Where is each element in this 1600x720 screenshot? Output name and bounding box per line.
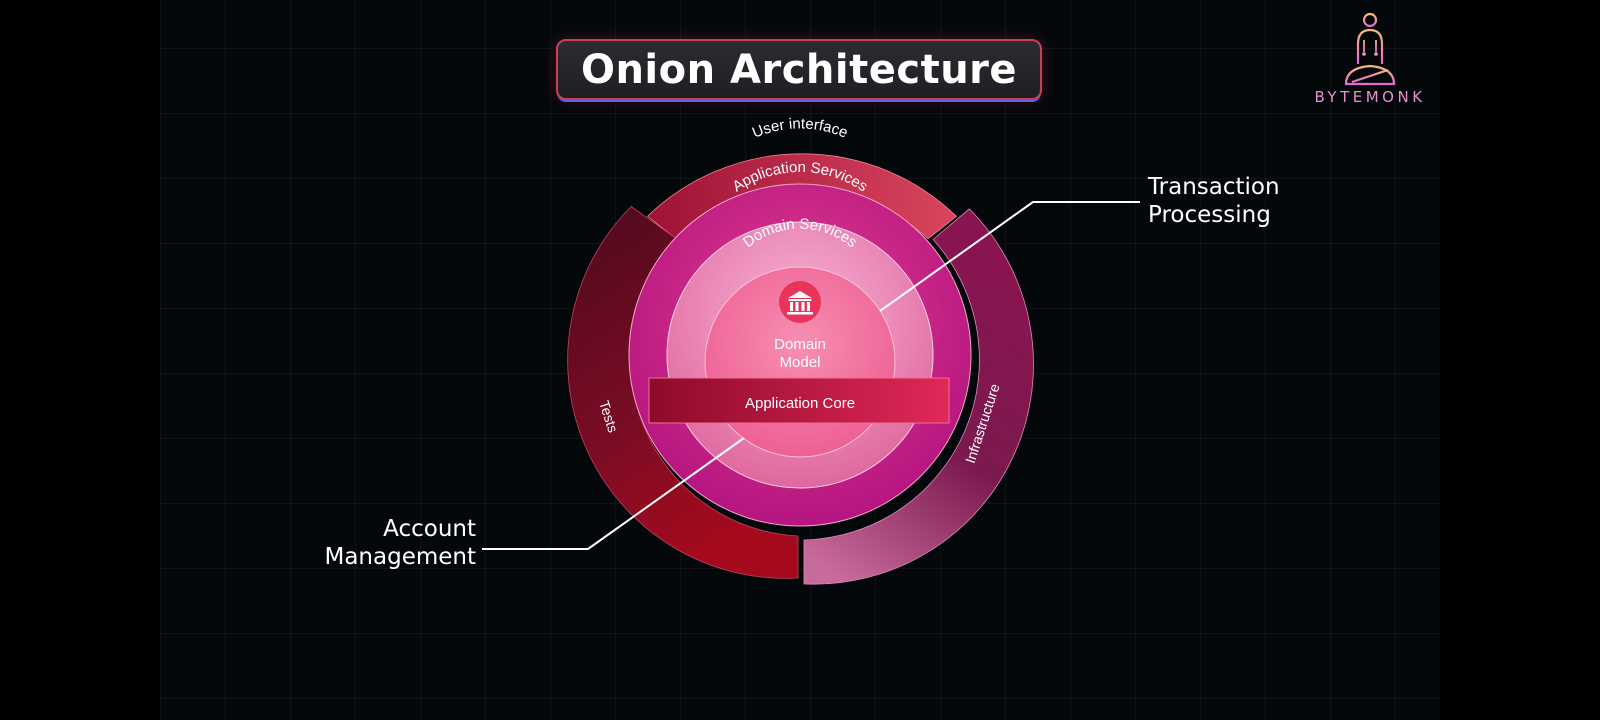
application-core-label: Application Core <box>745 395 855 412</box>
account-callout-line1: Account <box>383 516 476 542</box>
account-management-callout: Account Management <box>300 515 476 571</box>
page-title: Onion Architecture <box>580 46 1018 93</box>
transaction-processing-callout: Transaction Processing <box>1148 173 1280 229</box>
meditating-monk-icon <box>1344 12 1396 86</box>
infrastructure-segment <box>803 208 1034 585</box>
domain-model-label-line2: Model <box>780 354 821 371</box>
domain-model-label-line1: Domain <box>774 336 826 353</box>
bank-building-icon <box>779 281 821 323</box>
brand-name: BYTEMONK <box>1314 88 1426 106</box>
transaction-connector-line <box>879 201 1140 312</box>
account-callout-line2: Management <box>324 544 476 570</box>
user-interface-label: User interface <box>750 115 850 141</box>
account-connector-line <box>482 437 745 550</box>
transaction-callout-line2: Processing <box>1148 202 1271 228</box>
application-core-band <box>648 377 950 424</box>
transaction-callout-line1: Transaction <box>1148 174 1280 200</box>
title-box: Onion Architecture <box>556 39 1042 100</box>
